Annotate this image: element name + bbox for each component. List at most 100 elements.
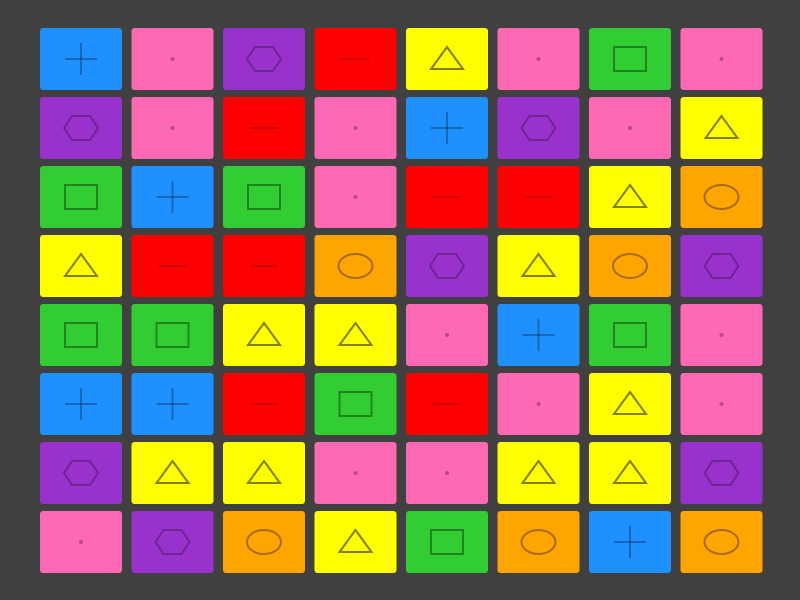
tile[interactable]: [314, 166, 397, 228]
tile-face[interactable]: [131, 442, 214, 504]
tile-face[interactable]: [497, 235, 580, 297]
tile[interactable]: [406, 304, 488, 366]
tile[interactable]: [40, 304, 122, 366]
tile[interactable]: [223, 166, 305, 228]
tile-face[interactable]: [497, 97, 580, 159]
tile-face[interactable]: [406, 235, 488, 297]
tile-face[interactable]: [314, 235, 397, 297]
tile[interactable]: [497, 511, 580, 573]
tile-face[interactable]: [223, 97, 305, 159]
tile[interactable]: [314, 28, 397, 90]
tile[interactable]: [680, 28, 763, 90]
tile-face[interactable]: [314, 97, 397, 159]
tile[interactable]: [406, 235, 488, 297]
tile-face[interactable]: [223, 511, 305, 573]
tile[interactable]: [314, 97, 397, 159]
tile[interactable]: [589, 511, 671, 573]
tile-face[interactable]: [406, 442, 488, 504]
tile-face[interactable]: [406, 166, 488, 228]
tile[interactable]: [223, 97, 305, 159]
tile-face[interactable]: [680, 442, 763, 504]
tile-face[interactable]: [223, 166, 305, 228]
tile[interactable]: [680, 442, 763, 504]
tile[interactable]: [497, 304, 580, 366]
tile[interactable]: [680, 511, 763, 573]
tile[interactable]: [40, 511, 122, 573]
tile-face[interactable]: [40, 511, 122, 573]
tile-face[interactable]: [680, 304, 763, 366]
tile-face[interactable]: [131, 166, 214, 228]
tile-face[interactable]: [131, 235, 214, 297]
tile-face[interactable]: [40, 304, 122, 366]
tile-face[interactable]: [497, 28, 580, 90]
tile-face[interactable]: [589, 511, 671, 573]
tile[interactable]: [223, 511, 305, 573]
tile[interactable]: [589, 235, 671, 297]
tile[interactable]: [223, 235, 305, 297]
tile[interactable]: [40, 28, 122, 90]
tile[interactable]: [497, 373, 580, 435]
tile[interactable]: [497, 28, 580, 90]
tile[interactable]: [131, 166, 214, 228]
tile[interactable]: [223, 28, 305, 90]
tile[interactable]: [406, 166, 488, 228]
tile-face[interactable]: [497, 442, 580, 504]
tile-face[interactable]: [40, 97, 122, 159]
tile-face[interactable]: [223, 304, 305, 366]
tile[interactable]: [131, 304, 214, 366]
tile-face[interactable]: [589, 373, 671, 435]
tile[interactable]: [131, 511, 214, 573]
tile-face[interactable]: [589, 304, 671, 366]
tile[interactable]: [680, 97, 763, 159]
tile-face[interactable]: [406, 97, 488, 159]
tile-face[interactable]: [40, 28, 122, 90]
tile-face[interactable]: [314, 511, 397, 573]
tile[interactable]: [680, 166, 763, 228]
tile[interactable]: [314, 304, 397, 366]
tile[interactable]: [406, 442, 488, 504]
tile-face[interactable]: [131, 304, 214, 366]
tile-face[interactable]: [131, 373, 214, 435]
tile[interactable]: [314, 235, 397, 297]
tile[interactable]: [589, 166, 671, 228]
tile-face[interactable]: [406, 28, 488, 90]
tile-face[interactable]: [589, 28, 671, 90]
tile-face[interactable]: [131, 28, 214, 90]
tile-face[interactable]: [314, 304, 397, 366]
tile-face[interactable]: [223, 28, 305, 90]
tile-face[interactable]: [497, 304, 580, 366]
tile[interactable]: [406, 97, 488, 159]
tile[interactable]: [40, 166, 122, 228]
tile-face[interactable]: [497, 373, 580, 435]
tile[interactable]: [314, 442, 397, 504]
tile[interactable]: [40, 235, 122, 297]
tile-face[interactable]: [314, 442, 397, 504]
tile-face[interactable]: [589, 166, 671, 228]
tile-face[interactable]: [680, 166, 763, 228]
tile-face[interactable]: [314, 28, 397, 90]
tile[interactable]: [680, 235, 763, 297]
tile[interactable]: [131, 442, 214, 504]
tile-face[interactable]: [406, 304, 488, 366]
tile-face[interactable]: [223, 442, 305, 504]
tile[interactable]: [131, 28, 214, 90]
tile-face[interactable]: [314, 373, 397, 435]
tile[interactable]: [406, 511, 488, 573]
tile[interactable]: [131, 97, 214, 159]
tile[interactable]: [406, 373, 488, 435]
tile[interactable]: [497, 235, 580, 297]
tile[interactable]: [680, 304, 763, 366]
tile-face[interactable]: [680, 235, 763, 297]
tile[interactable]: [497, 166, 580, 228]
tile[interactable]: [223, 442, 305, 504]
tile-face[interactable]: [40, 166, 122, 228]
tile-face[interactable]: [314, 166, 397, 228]
tile[interactable]: [40, 373, 122, 435]
tile-face[interactable]: [40, 373, 122, 435]
tile[interactable]: [223, 304, 305, 366]
tile[interactable]: [589, 28, 671, 90]
tile[interactable]: [497, 442, 580, 504]
tile-face[interactable]: [406, 373, 488, 435]
tile-face[interactable]: [131, 511, 214, 573]
tile-face[interactable]: [680, 373, 763, 435]
